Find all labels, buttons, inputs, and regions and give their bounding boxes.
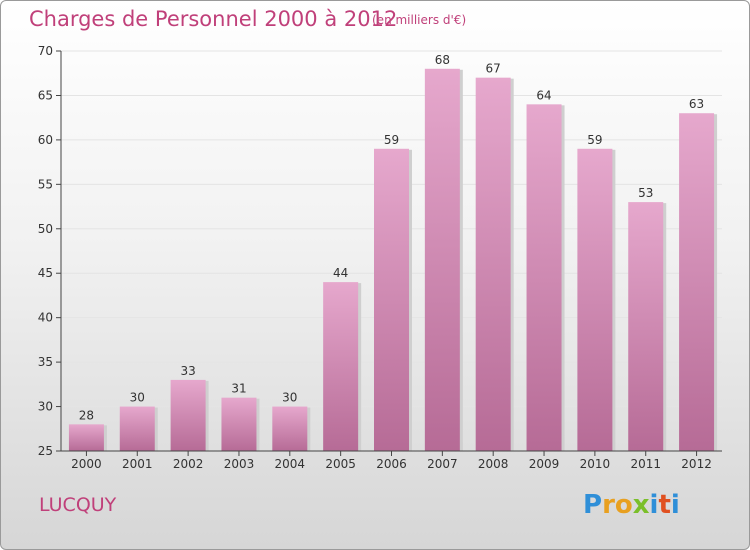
bar-2012 <box>679 113 715 451</box>
x-tick-label: 2006 <box>376 457 407 471</box>
y-tick-label: 65 <box>38 88 53 102</box>
x-tick-label: 2009 <box>529 457 560 471</box>
bar-2000 <box>68 424 104 451</box>
bar-2005 <box>323 282 359 451</box>
data-label: 68 <box>435 53 450 67</box>
chart-subtitle: (en milliers d'€) <box>372 13 467 27</box>
x-tick-label: 2005 <box>325 457 356 471</box>
bar-2001 <box>119 406 155 451</box>
data-label: 59 <box>384 133 399 147</box>
x-tick-label: 2007 <box>427 457 458 471</box>
data-label: 64 <box>536 88 551 102</box>
data-label: 33 <box>180 364 195 378</box>
bars <box>68 68 718 452</box>
logo-letter: P <box>583 490 603 520</box>
data-label: 63 <box>689 97 704 111</box>
x-tick-label: 2011 <box>630 457 661 471</box>
bar-2008 <box>475 77 511 452</box>
y-tick-label: 30 <box>38 400 53 414</box>
data-label: 67 <box>486 62 501 76</box>
bar-2006 <box>374 148 409 451</box>
x-tick-label: 2002 <box>173 457 204 471</box>
data-label: 44 <box>333 266 348 280</box>
y-tick-label: 60 <box>38 133 53 147</box>
x-tick-label: 2004 <box>275 457 306 471</box>
y-tick-label: 25 <box>38 444 53 458</box>
commune-name: LUCQUY <box>39 494 117 516</box>
x-tick-label: 2008 <box>478 457 509 471</box>
bar-2011 <box>628 202 664 451</box>
x-tick-label: 2000 <box>71 457 102 471</box>
y-tick-label: 55 <box>38 177 53 191</box>
chart-title: Charges de Personnel 2000 à 2012 <box>29 7 398 31</box>
data-label: 30 <box>282 391 297 405</box>
bar-2002 <box>170 379 206 451</box>
logo-letter: t <box>658 490 671 520</box>
data-label: 59 <box>587 133 602 147</box>
bar-2009 <box>526 104 562 451</box>
data-labels: 28 30 33 31 30 44 59 68 67 64 59 53 63 <box>79 53 704 423</box>
y-tick-label: 50 <box>38 222 53 236</box>
logo-letter: i <box>670 490 680 520</box>
data-label: 53 <box>638 186 653 200</box>
axes: 25 30 35 40 45 50 55 60 65 70 2000 2001 2002 2003 2004… <box>38 44 722 471</box>
x-tick-label: 2012 <box>681 457 712 471</box>
y-tick-label: 70 <box>38 44 53 58</box>
y-tick-label: 40 <box>38 311 53 325</box>
y-tick-label: 35 <box>38 355 53 369</box>
data-label: 28 <box>79 408 94 422</box>
data-label: 30 <box>130 391 145 405</box>
bar-2004 <box>272 406 308 451</box>
logo-letter: x <box>632 490 650 520</box>
proxiti-logo[interactable]: Proxiti <box>583 490 680 520</box>
logo-letter: r <box>602 490 615 520</box>
bar-2010 <box>577 148 613 451</box>
logo-letter: i <box>649 490 659 520</box>
data-label: 31 <box>231 382 246 396</box>
x-tick-label: 2001 <box>122 457 153 471</box>
y-tick-label: 45 <box>38 266 53 280</box>
x-tick-label: 2003 <box>224 457 255 471</box>
bar-2007 <box>424 68 460 452</box>
bar-2003 <box>221 397 257 451</box>
logo-letter: o <box>614 490 633 520</box>
x-tick-label: 2010 <box>580 457 611 471</box>
